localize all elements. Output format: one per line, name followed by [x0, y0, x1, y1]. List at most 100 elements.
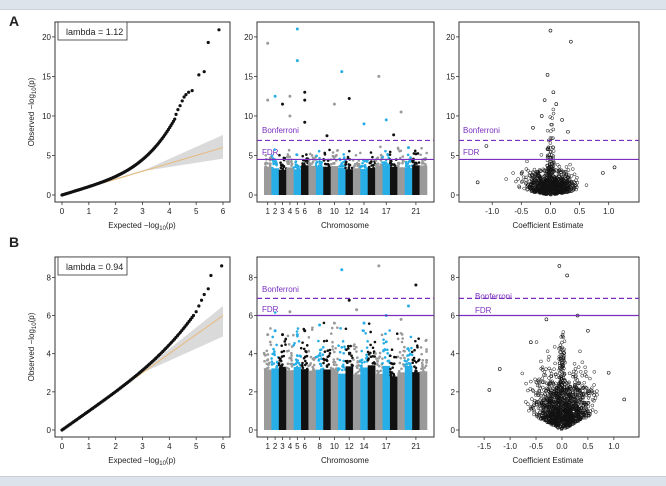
chromosome-block: [352, 374, 361, 430]
chromosome-block: [367, 168, 376, 195]
volcano-point: [504, 177, 508, 181]
chromosome-block: [315, 166, 324, 195]
volcano-point: [551, 107, 556, 112]
volcano-point: [549, 374, 553, 378]
snp-point: [355, 365, 358, 368]
snp-point: [377, 74, 381, 78]
volcano-point: [550, 386, 555, 390]
volcano-point: [547, 183, 552, 187]
snp-point: [288, 114, 292, 118]
volcano-point: [566, 406, 570, 411]
volcano-point: [564, 388, 568, 393]
y-tick-label: 10: [244, 112, 253, 121]
snp-point: [378, 351, 382, 355]
chromosome-block: [301, 369, 309, 430]
snp-point: [349, 344, 352, 348]
snp-point: [266, 98, 270, 102]
volcano-point: [562, 396, 566, 400]
x-tick-label: 3: [140, 442, 145, 451]
x-tick-label: 0.0: [556, 442, 568, 451]
fdr-label-volcano-a: FDR: [463, 148, 480, 157]
volcano-point: [540, 368, 545, 372]
volcano-point: [588, 376, 592, 381]
chromosome-block: [397, 372, 406, 430]
volcano-point: [571, 369, 576, 374]
volcano-point: [556, 398, 561, 402]
snp-point: [318, 351, 322, 355]
volcano-point: [555, 188, 559, 193]
volcano-point: [532, 174, 537, 179]
snp-point: [339, 327, 342, 330]
volcano-point: [576, 381, 580, 386]
volcano-point: [579, 392, 584, 396]
snp-point: [401, 353, 405, 357]
volcano-point: [574, 395, 579, 399]
snp-point: [329, 332, 333, 335]
volcano-point: [548, 28, 553, 33]
volcano-point: [550, 116, 554, 120]
volcano-point: [568, 409, 572, 413]
volcano-point: [532, 167, 537, 172]
snp-point: [389, 161, 392, 165]
volcano-point: [520, 371, 525, 376]
volcano-point: [601, 171, 605, 175]
volcano-point: [546, 168, 551, 172]
snp-point: [367, 322, 371, 325]
x-tick-label: 4: [167, 207, 172, 216]
snp-point: [332, 161, 336, 165]
volcano-point: [546, 382, 551, 387]
volcano-point: [551, 420, 555, 425]
qq-ylabel-a: Observed −log10(p): [27, 77, 38, 146]
snp-point: [425, 348, 428, 351]
snp-point: [355, 350, 358, 353]
snp-point: [342, 164, 345, 167]
volcano-point: [557, 368, 561, 372]
chromosome-block: [286, 167, 294, 195]
volcano-point: [572, 362, 577, 366]
chromosome-block: [338, 373, 346, 430]
volcano-point: [569, 392, 573, 397]
snp-point: [395, 332, 399, 335]
volcano-point: [588, 412, 593, 416]
chromosome-block: [345, 366, 354, 430]
snp-point: [311, 365, 315, 369]
volcano-point: [579, 401, 583, 406]
volcano-point: [558, 390, 563, 394]
chromosome-block: [330, 369, 339, 430]
chromosome-block: [264, 166, 272, 195]
volcano-point: [558, 343, 563, 348]
volcano-point: [544, 317, 549, 322]
volcano-point: [572, 417, 576, 422]
snp-point: [356, 356, 359, 360]
snp-point: [270, 154, 274, 157]
snp-point: [290, 359, 293, 362]
snp-point: [401, 337, 404, 340]
volcano-point: [551, 127, 556, 132]
snp-point: [303, 355, 307, 359]
volcano-point: [533, 377, 537, 382]
snp-point: [304, 349, 307, 353]
snp-point: [377, 357, 380, 360]
volcano-point: [528, 170, 532, 175]
snp-point: [303, 90, 307, 94]
snp-point: [352, 358, 355, 361]
volcano-point: [556, 407, 561, 412]
snp-point: [302, 347, 306, 351]
snp-point: [264, 153, 268, 157]
volcano-point: [546, 358, 551, 362]
volcano-point: [536, 174, 540, 178]
volcano-point: [571, 414, 575, 418]
x-tick-label: 1: [87, 442, 92, 451]
volcano-point: [551, 174, 555, 178]
volcano-point: [545, 73, 550, 77]
chromosome-block: [330, 166, 339, 195]
snp-point: [310, 162, 314, 165]
chromosome-block: [419, 371, 428, 430]
snp-point: [331, 345, 334, 348]
snp-point: [387, 359, 391, 363]
snp-point: [361, 161, 364, 165]
snp-point: [305, 367, 309, 371]
snp-point: [300, 364, 304, 367]
x-tick-label: 1: [87, 207, 92, 216]
volcano-point: [574, 407, 579, 411]
